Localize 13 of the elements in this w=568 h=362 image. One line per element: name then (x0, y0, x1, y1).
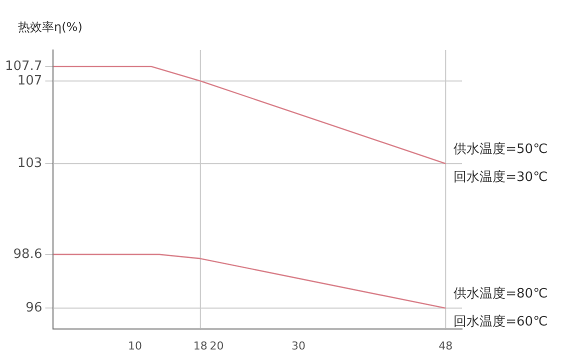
x-tick-label: 20 (210, 339, 224, 352)
series-label: 供水温度=80℃ 回水温度=60℃ (454, 286, 548, 330)
series-label: 供水温度=50℃ 回水温度=30℃ (454, 140, 548, 185)
y-tick-label: 107 (17, 73, 42, 88)
y-tick-label: 98.6 (13, 246, 42, 262)
x-tick-label: 18 (193, 339, 208, 352)
y-axis-title: 热效率η(%) (18, 20, 82, 34)
x-tick-label: 48 (438, 339, 453, 352)
x-tick-label: 10 (128, 339, 142, 352)
y-tick-label: 103 (17, 156, 42, 171)
y-tick-label: 96 (26, 300, 42, 316)
y-tick-label: 107.7 (5, 58, 42, 74)
x-tick-label: 30 (291, 339, 306, 352)
